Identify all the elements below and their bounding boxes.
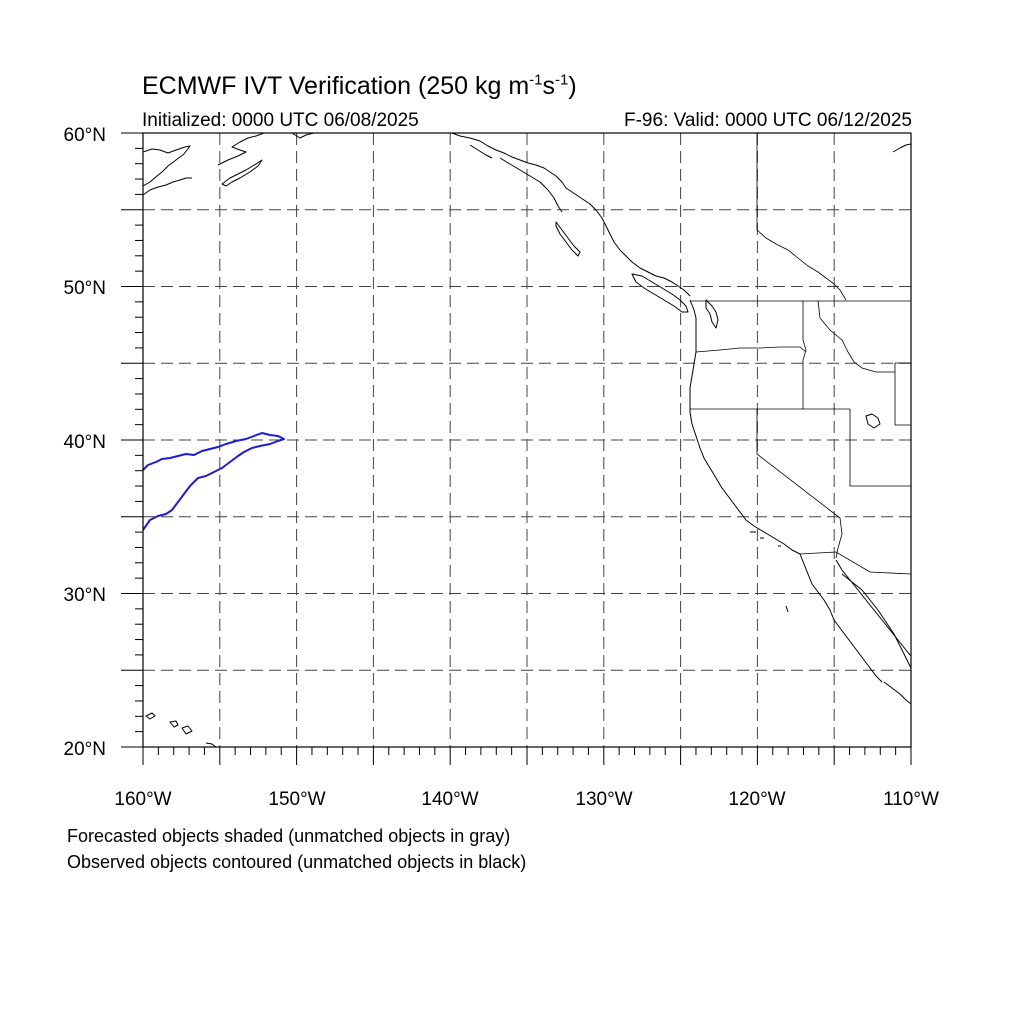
puget-sound	[705, 299, 719, 329]
great-salt-lake	[865, 413, 881, 429]
alaska-coastline	[143, 145, 191, 187]
coastal-islands	[631, 273, 689, 313]
idaho-border	[802, 301, 807, 409]
lon-label: 120°W	[728, 789, 785, 810]
lat-label: 30°N	[64, 585, 106, 606]
lat-label: 20°N	[64, 739, 106, 760]
lat-label: 40°N	[64, 432, 106, 453]
canada-border	[756, 133, 847, 301]
observed-object-contour	[143, 432, 285, 531]
observed-ivt-object	[143, 432, 285, 531]
lon-label: 150°W	[268, 789, 325, 810]
political-borders	[690, 133, 911, 575]
alaska-coastline	[469, 144, 493, 159]
alaska-coastline	[291, 133, 315, 139]
coastlines	[143, 133, 911, 747]
us-mexico-border	[799, 551, 911, 575]
lon-label: 160°W	[114, 789, 171, 810]
montana-idaho-border	[817, 300, 895, 373]
axis-ticks	[121, 132, 912, 765]
alaska-coastline	[451, 133, 691, 297]
valid-time: F-96: Valid: 0000 UTC 06/12/2025	[624, 110, 912, 131]
latitude-labels: 60°N 50°N 40°N 30°N 20°N	[64, 125, 106, 760]
alaska-coastline	[499, 157, 563, 213]
nevada-border	[756, 409, 843, 559]
initialized-time: Initialized: 0000 UTC 06/08/2025	[142, 110, 419, 131]
kodiak-coastline	[221, 159, 263, 187]
caption-forecast: Forecasted objects shaded (unmatched obj…	[67, 826, 511, 846]
mainland-mexico-coastline	[883, 681, 911, 705]
map-title: ECMWF IVT Verification (250 kg m-1s-1)	[142, 71, 577, 100]
lat-label: 60°N	[64, 125, 106, 146]
longitude-labels: 160°W 150°W 140°W 130°W 120°W 110°W	[114, 789, 939, 810]
utah-arizona-border	[849, 409, 911, 487]
wyoming-border	[894, 362, 911, 426]
lat-lon-grid	[143, 133, 911, 747]
lon-label: 130°W	[575, 789, 632, 810]
coastal-islands	[555, 221, 581, 257]
baja-coastline	[799, 553, 883, 683]
mainland-mexico-coastline	[841, 573, 911, 669]
channel-islands	[750, 531, 781, 547]
washington-oregon-border	[695, 346, 807, 353]
alaska-coastline	[217, 133, 265, 166]
gulf-california-coastline	[835, 559, 911, 657]
lon-label: 110°W	[883, 789, 939, 810]
lon-label: 140°W	[421, 789, 478, 810]
caption-observed: Observed objects contoured (unmatched ob…	[67, 852, 527, 872]
hawaii-islands	[145, 712, 217, 747]
alaska-coastline	[143, 177, 192, 196]
lat-label: 50°N	[64, 278, 106, 299]
guadalupe-island	[785, 605, 789, 613]
canada-coastline	[892, 143, 911, 153]
west-coastline	[689, 299, 801, 555]
